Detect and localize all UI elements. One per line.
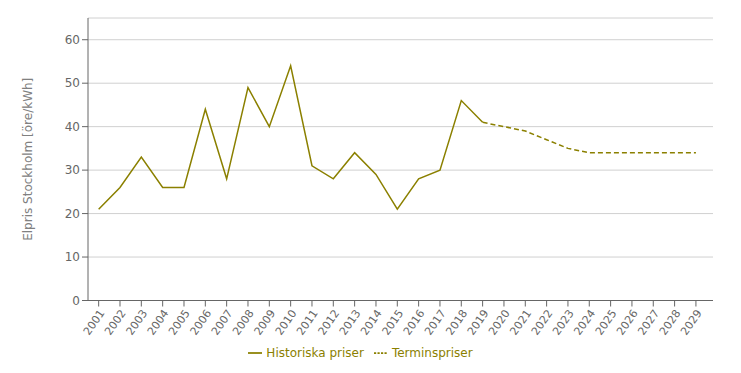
- svg-text:2010: 2010: [273, 307, 300, 337]
- svg-text:2016: 2016: [401, 307, 428, 337]
- svg-text:Elpris Stockholm [öre/kWh]: Elpris Stockholm [öre/kWh]: [21, 78, 35, 241]
- svg-text:2019: 2019: [465, 307, 492, 337]
- html-text:Historiska priser: Historiska priser: [266, 345, 364, 360]
- svg-text:2009: 2009: [251, 307, 278, 337]
- svg-text:2024: 2024: [571, 307, 598, 337]
- svg-text:2028: 2028: [657, 307, 684, 337]
- svg-text:2011: 2011: [294, 307, 321, 337]
- svg-text:2002: 2002: [102, 307, 129, 337]
- svg-text:2022: 2022: [529, 307, 556, 337]
- svg-text:2023: 2023: [550, 307, 577, 337]
- svg-text:10: 10: [65, 250, 80, 264]
- svg-text:2012: 2012: [315, 307, 342, 337]
- svg-text:2021: 2021: [507, 307, 534, 337]
- html-text:Terminspriser: Terminspriser: [391, 345, 473, 360]
- svg-text:50: 50: [65, 76, 80, 90]
- svg-text:2001: 2001: [81, 307, 108, 337]
- svg-text:2013: 2013: [337, 307, 364, 337]
- svg-text:2029: 2029: [678, 307, 705, 337]
- svg-text:2006: 2006: [187, 307, 214, 337]
- svg-text:20: 20: [65, 207, 80, 221]
- svg-text:2017: 2017: [422, 307, 449, 337]
- svg-text:2027: 2027: [635, 307, 662, 337]
- svg-text:2003: 2003: [123, 307, 150, 337]
- svg-text:2026: 2026: [614, 307, 641, 337]
- svg-text:60: 60: [65, 33, 80, 47]
- svg-text:2014: 2014: [358, 307, 385, 337]
- svg-text:0: 0: [72, 294, 80, 308]
- svg-text:2015: 2015: [379, 307, 406, 337]
- svg-text:2005: 2005: [166, 307, 193, 337]
- svg-text:30: 30: [65, 163, 80, 177]
- svg-text:40: 40: [65, 120, 80, 134]
- svg-text:2007: 2007: [209, 307, 236, 337]
- svg-text:2008: 2008: [230, 307, 257, 337]
- svg-text:2020: 2020: [486, 307, 513, 337]
- svg-text:2018: 2018: [443, 307, 470, 337]
- svg-text:2025: 2025: [593, 307, 620, 337]
- svg-text:2004: 2004: [145, 307, 172, 337]
